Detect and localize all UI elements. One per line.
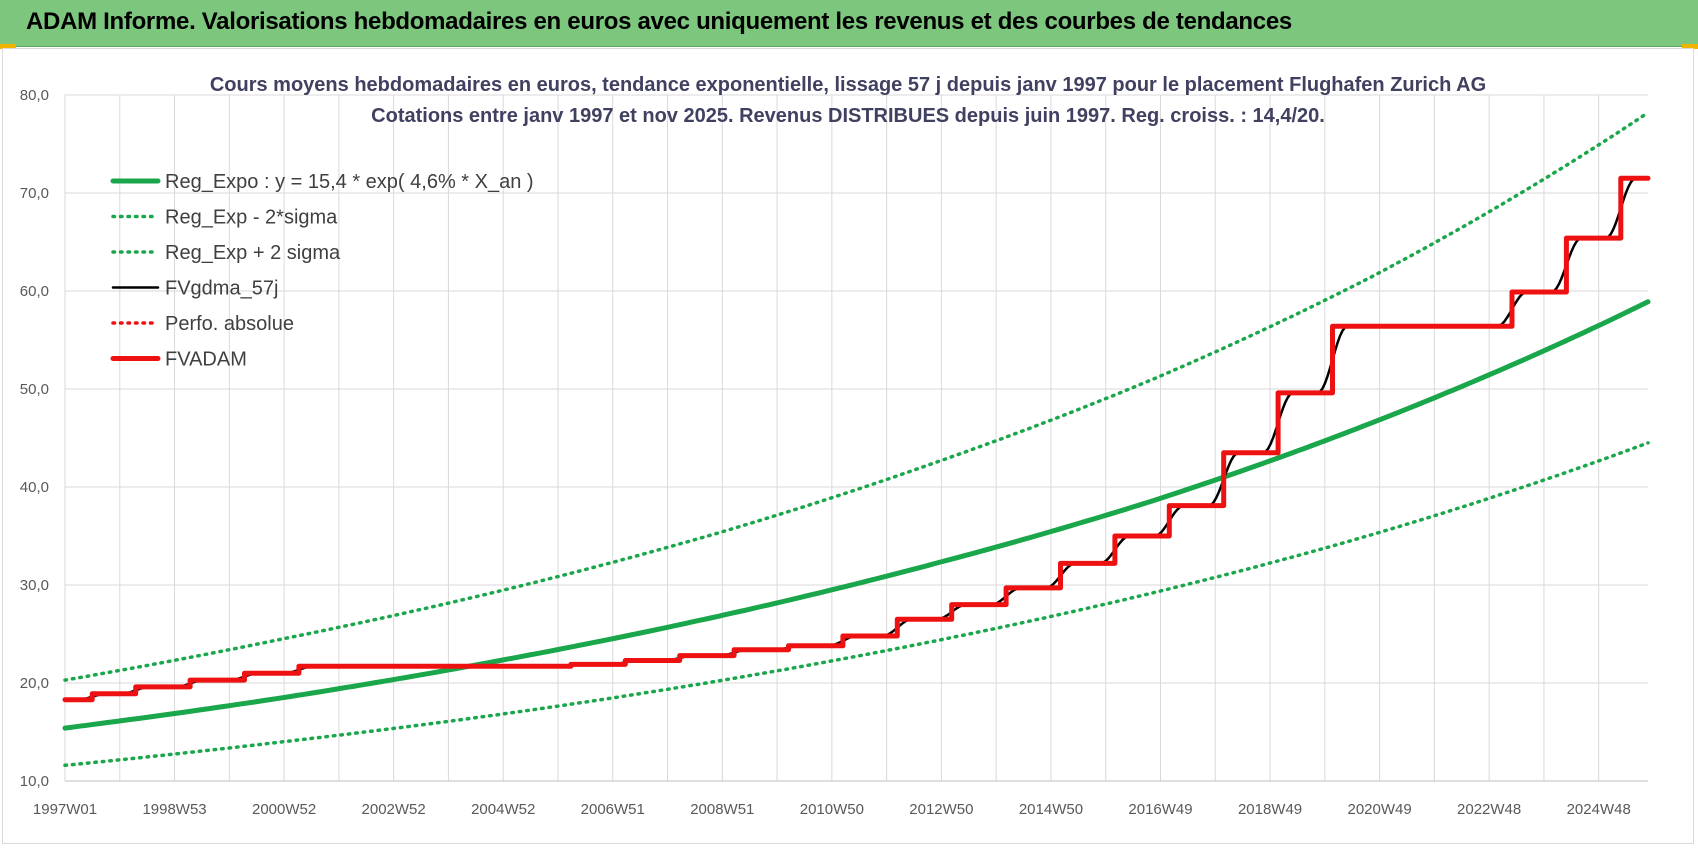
title-banner: ADAM Informe. Valorisations hebdomadaire… [0, 0, 1698, 47]
legend-label-3: FVgdma_57j [165, 278, 278, 300]
y-tick-label: 30,0 [20, 577, 49, 594]
legend: Reg_Expo : y = 15,4 * exp( 4,6% * X_an )… [110, 171, 534, 371]
axes: 10,0 20,0 30,0 40,0 50,0 60,0 70,0 80,0 1997W01 1… [20, 87, 1648, 818]
legend-label-5: FVADAM [165, 349, 247, 371]
grid [64, 94, 1648, 782]
x-tick-label: 1997W01 [33, 801, 97, 818]
y-tick-label: 10,0 [20, 773, 49, 790]
x-tick-label: 2018W49 [1238, 801, 1302, 818]
x-tick-label: 2004W52 [471, 801, 535, 818]
series-line-5 [62, 175, 1651, 703]
series-line-0 [62, 299, 1651, 731]
x-tick-label: 2020W49 [1347, 801, 1411, 818]
series-line-2 [63, 110, 1650, 682]
y-tick-label: 80,0 [20, 87, 49, 104]
y-tick-label: 70,0 [20, 185, 49, 202]
x-tick-label: 2024W48 [1567, 801, 1631, 818]
x-tick-label: 2002W52 [362, 801, 426, 818]
x-tick-label: 2016W49 [1128, 801, 1192, 818]
x-tick-label: 2006W51 [581, 801, 645, 818]
chart-title-line-2: Cotations entre janv 1997 et nov 2025. R… [371, 105, 1325, 127]
x-tick-label: 2000W52 [252, 801, 316, 818]
x-tick-label: 2014W50 [1019, 801, 1083, 818]
corner-mark-left [0, 44, 16, 49]
corner-mark-right [1682, 44, 1698, 49]
legend-label-2: Reg_Exp + 2 sigma [165, 242, 341, 264]
x-tick-label: 2008W51 [690, 801, 754, 818]
x-tick-label: 2022W48 [1457, 801, 1521, 818]
y-tick-label: 40,0 [20, 479, 49, 496]
series-layer [62, 110, 1651, 768]
x-tick-label: 2010W50 [800, 801, 864, 818]
y-tick-label: 20,0 [20, 675, 49, 692]
y-tick-label: 50,0 [20, 381, 49, 398]
banner-title: ADAM Informe. Valorisations hebdomadaire… [26, 8, 1292, 35]
chart-title-line-1: Cours moyens hebdomadaires en euros, ten… [210, 74, 1486, 96]
x-tick-label: 1998W53 [142, 801, 206, 818]
legend-label-4: Perfo. absolue [165, 313, 294, 335]
series-line-1 [63, 441, 1650, 768]
legend-label-0: Reg_Expo : y = 15,4 * exp( 4,6% * X_an ) [165, 171, 534, 193]
x-tick-label: 2012W50 [909, 801, 973, 818]
legend-label-1: Reg_Exp - 2*sigma [165, 207, 338, 229]
chart-frame [2, 48, 1694, 844]
y-tick-label: 60,0 [20, 283, 49, 300]
